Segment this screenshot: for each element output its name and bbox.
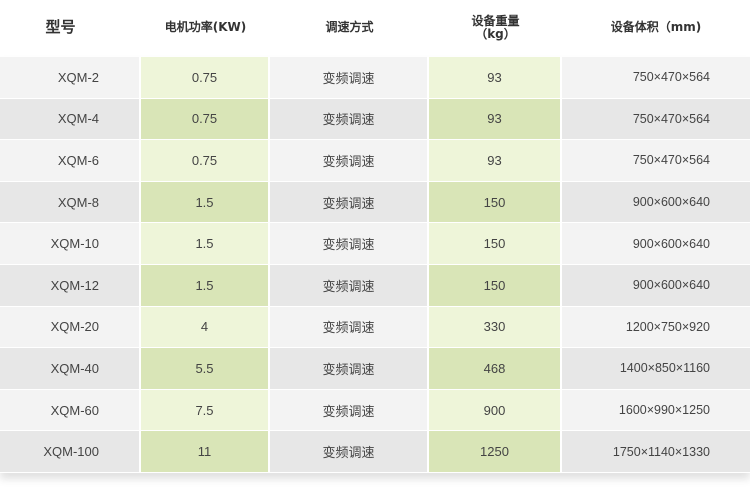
- header-weight-unit: （kg）: [475, 26, 516, 41]
- cell-speed-control: 变频调速: [270, 389, 429, 431]
- cell-model: XQM-4: [0, 98, 141, 140]
- cell-volume: 750×470×564: [562, 57, 750, 98]
- cell-speed-control: 变频调速: [270, 264, 429, 306]
- cell-model: XQM-2: [0, 57, 141, 98]
- cell-power: 1.5: [141, 223, 270, 264]
- cell-weight: 1250: [429, 431, 562, 472]
- header-weight-label: 设备重量: [471, 13, 520, 28]
- table-row: XQM-100 11 变频调速 1250 1750×1140×1330: [0, 431, 750, 473]
- cell-speed-control: 变频调速: [270, 223, 429, 264]
- cell-weight: 93: [429, 140, 562, 181]
- cell-speed-control: 变频调速: [270, 431, 429, 472]
- cell-volume: 750×470×564: [562, 98, 750, 140]
- table-row: XQM-8 1.5 变频调速 150 900×600×640: [0, 181, 750, 224]
- cell-power: 1.5: [141, 264, 270, 306]
- cell-model: XQM-40: [0, 348, 141, 389]
- cell-volume: 900×600×640: [562, 181, 750, 223]
- table-body: XQM-2 0.75 变频调速 93 750×470×564 XQM-4 0.75 变频调速 9…: [0, 57, 750, 473]
- cell-volume: 900×600×640: [562, 223, 750, 264]
- cell-weight: 150: [429, 264, 562, 306]
- table-row: XQM-10 1.5 变频调速 150 900×600×640: [0, 223, 750, 265]
- cell-volume: 1600×990×1250: [562, 389, 750, 431]
- cell-model: XQM-10: [0, 223, 141, 264]
- cell-speed-control: 变频调速: [270, 306, 429, 348]
- cell-weight: 900: [429, 389, 562, 431]
- cell-power: 5.5: [141, 348, 270, 389]
- cell-power: 4: [141, 306, 270, 348]
- table-row: XQM-20 4 变频调速 330 1200×750×920: [0, 306, 750, 349]
- cell-model: XQM-8: [0, 181, 141, 223]
- table-row: XQM-4 0.75 变频调速 93 750×470×564: [0, 98, 750, 141]
- cell-power: 11: [141, 431, 270, 472]
- table-row: XQM-40 5.5 变频调速 468 1400×850×1160: [0, 348, 750, 390]
- cell-volume: 1750×1140×1330: [562, 431, 750, 472]
- cell-speed-control: 变频调速: [270, 57, 429, 98]
- cell-power: 1.5: [141, 181, 270, 223]
- cell-model: XQM-60: [0, 389, 141, 431]
- cell-power: 7.5: [141, 389, 270, 431]
- header-speed-control: 调速方式: [325, 20, 374, 34]
- table-row: XQM-12 1.5 变频调速 150 900×600×640: [0, 264, 750, 307]
- cell-weight: 150: [429, 181, 562, 223]
- cell-weight: 330: [429, 306, 562, 348]
- cell-volume: 750×470×564: [562, 140, 750, 181]
- table-header: 型号 电机功率(KW) 调速方式 设备重量 （kg） 设备体积（mm): [0, 0, 750, 55]
- header-model: 型号: [0, 0, 141, 55]
- cell-volume: 900×600×640: [562, 264, 750, 306]
- cell-weight: 150: [429, 223, 562, 264]
- cell-power: 0.75: [141, 98, 270, 140]
- cell-model: XQM-20: [0, 306, 141, 348]
- cell-model: XQM-100: [0, 431, 141, 472]
- cell-weight: 93: [429, 57, 562, 98]
- cell-model: XQM-6: [0, 140, 141, 181]
- table-row: XQM-6 0.75 变频调速 93 750×470×564: [0, 140, 750, 182]
- cell-speed-control: 变频调速: [270, 98, 429, 140]
- cell-weight: 468: [429, 348, 562, 389]
- table-row: XQM-2 0.75 变频调速 93 750×470×564: [0, 57, 750, 99]
- cell-speed-control: 变频调速: [270, 348, 429, 389]
- header-power: 电机功率(KW): [164, 20, 247, 34]
- cell-speed-control: 变频调速: [270, 140, 429, 181]
- header-model-label: 型号: [45, 18, 76, 36]
- cell-volume: 1200×750×920: [562, 306, 750, 348]
- cell-power: 0.75: [141, 57, 270, 98]
- cell-volume: 1400×850×1160: [562, 348, 750, 389]
- cell-model: XQM-12: [0, 264, 141, 306]
- table-row: XQM-60 7.5 变频调速 900 1600×990×1250: [0, 389, 750, 432]
- cell-power: 0.75: [141, 140, 270, 181]
- cell-weight: 93: [429, 98, 562, 140]
- header-weight: 设备重量 （kg）: [429, 0, 562, 55]
- cell-speed-control: 变频调速: [270, 181, 429, 223]
- header-volume: 设备体积（mm): [610, 20, 702, 34]
